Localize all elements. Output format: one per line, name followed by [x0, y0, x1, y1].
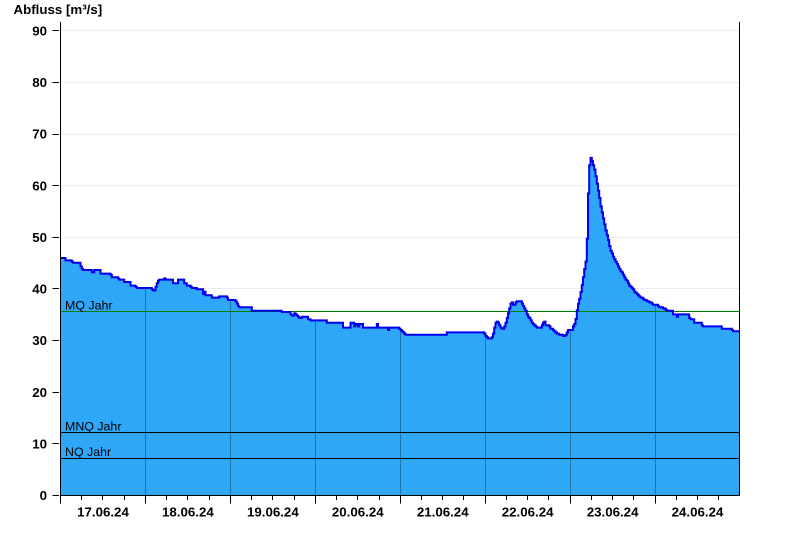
- svg-text:18.06.24: 18.06.24: [162, 505, 214, 520]
- svg-text:22.06.24: 22.06.24: [502, 505, 554, 520]
- svg-text:19.06.24: 19.06.24: [247, 505, 299, 520]
- svg-text:24.06.24: 24.06.24: [672, 505, 724, 520]
- svg-text:MNQ Jahr: MNQ Jahr: [65, 420, 121, 434]
- svg-text:90: 90: [32, 23, 47, 38]
- svg-text:80: 80: [32, 75, 47, 90]
- svg-text:40: 40: [32, 282, 47, 297]
- svg-text:60: 60: [32, 178, 47, 193]
- svg-text:70: 70: [32, 127, 47, 142]
- svg-text:20: 20: [32, 385, 47, 400]
- svg-text:10: 10: [32, 436, 47, 451]
- svg-text:17.06.24: 17.06.24: [77, 505, 129, 520]
- svg-text:21.06.24: 21.06.24: [417, 505, 469, 520]
- svg-text:20.06.24: 20.06.24: [332, 505, 384, 520]
- svg-text:23.06.24: 23.06.24: [587, 505, 639, 520]
- svg-text:30: 30: [32, 333, 47, 348]
- svg-text:NQ Jahr: NQ Jahr: [65, 445, 111, 459]
- svg-text:Abfluss [m³/s]: Abfluss [m³/s]: [14, 2, 103, 17]
- svg-text:50: 50: [32, 230, 47, 245]
- svg-text:0: 0: [40, 488, 47, 503]
- svg-text:MQ Jahr: MQ Jahr: [65, 299, 113, 313]
